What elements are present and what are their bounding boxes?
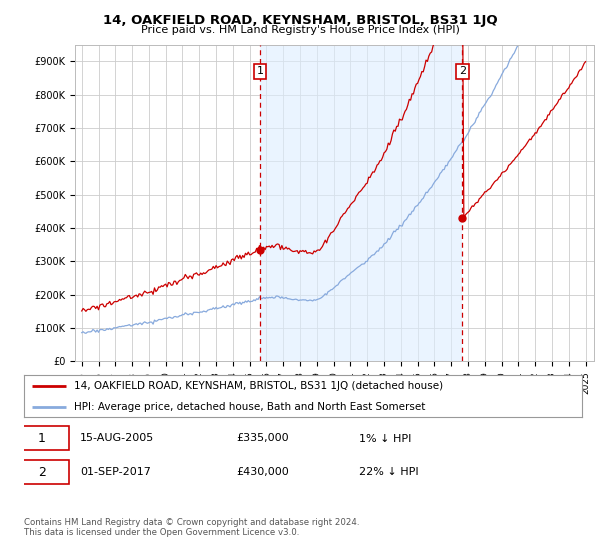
FancyBboxPatch shape	[16, 427, 68, 450]
Bar	[260, 45, 463, 361]
Text: Price paid vs. HM Land Registry's House Price Index (HPI): Price paid vs. HM Land Registry's House …	[140, 25, 460, 35]
Text: 14, OAKFIELD ROAD, KEYNSHAM, BRISTOL, BS31 1JQ (detached house): 14, OAKFIELD ROAD, KEYNSHAM, BRISTOL, BS…	[74, 381, 443, 391]
Text: £430,000: £430,000	[236, 467, 289, 477]
Text: £335,000: £335,000	[236, 433, 289, 444]
Text: 01-SEP-2017: 01-SEP-2017	[80, 467, 151, 477]
Text: 1: 1	[257, 67, 263, 77]
FancyBboxPatch shape	[16, 460, 68, 484]
Text: 1: 1	[38, 432, 46, 445]
Text: 14, OAKFIELD ROAD, KEYNSHAM, BRISTOL, BS31 1JQ: 14, OAKFIELD ROAD, KEYNSHAM, BRISTOL, BS…	[103, 14, 497, 27]
Text: HPI: Average price, detached house, Bath and North East Somerset: HPI: Average price, detached house, Bath…	[74, 402, 425, 412]
Text: Contains HM Land Registry data © Crown copyright and database right 2024.
This d: Contains HM Land Registry data © Crown c…	[24, 518, 359, 538]
Text: 2: 2	[38, 465, 46, 479]
Text: 2: 2	[459, 67, 466, 77]
Text: 22% ↓ HPI: 22% ↓ HPI	[359, 467, 418, 477]
Text: 1% ↓ HPI: 1% ↓ HPI	[359, 433, 411, 444]
Text: 15-AUG-2005: 15-AUG-2005	[80, 433, 154, 444]
